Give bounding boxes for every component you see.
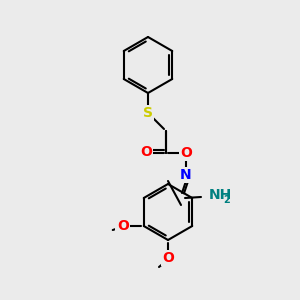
Text: O: O [117, 219, 129, 233]
Text: 2: 2 [223, 195, 230, 205]
Text: S: S [143, 106, 153, 120]
Text: O: O [140, 145, 152, 158]
Text: O: O [162, 251, 174, 265]
Text: N: N [180, 168, 192, 182]
Text: NH: NH [209, 188, 232, 202]
Text: O: O [180, 146, 192, 160]
